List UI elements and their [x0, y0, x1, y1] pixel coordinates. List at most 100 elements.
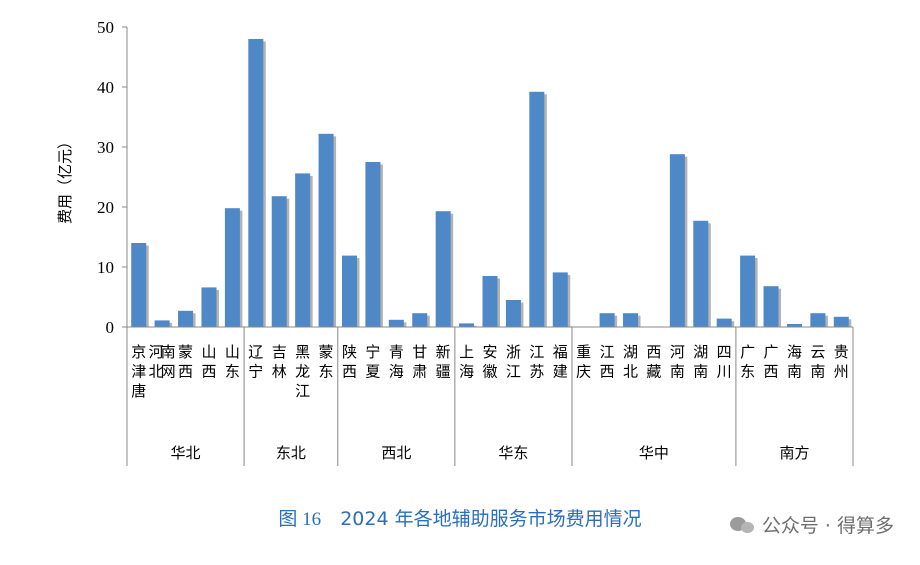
category-label: 海 [787, 343, 802, 361]
category-label: 浙 [506, 343, 521, 361]
bar [341, 255, 357, 327]
category-label: 贵 [834, 343, 849, 361]
category-label: 福 [553, 343, 568, 361]
category-label: 京 [131, 343, 146, 361]
category-label: 吉 [272, 343, 287, 361]
category-label: 西 [178, 363, 193, 381]
category-label: 辽 [248, 343, 263, 361]
bar [833, 316, 849, 327]
category-label: 四 [717, 343, 732, 361]
category-label: 津 [131, 363, 146, 381]
category-label: 陕 [342, 343, 357, 361]
category-label: 西 [342, 363, 357, 381]
category-label: 重 [576, 343, 591, 361]
bar [552, 272, 568, 327]
bar [154, 320, 170, 327]
category-label: 东 [740, 363, 755, 381]
category-label: 安 [482, 343, 497, 361]
category-label: 网 [161, 363, 176, 381]
bar [810, 313, 826, 327]
category-label: 宁 [365, 343, 380, 361]
category-label: 南 [787, 363, 802, 381]
category-label: 河 [149, 343, 164, 361]
bar [248, 39, 264, 327]
category-label: 湖 [693, 343, 708, 361]
group-label: 华北 [171, 444, 201, 462]
y-tick-label: 40 [97, 78, 114, 97]
category-label: 湖 [623, 343, 638, 361]
bar [693, 220, 709, 327]
group-label: 华东 [498, 444, 528, 462]
category-label: 广 [740, 343, 755, 361]
category-label: 西 [646, 343, 661, 361]
bar [388, 319, 404, 327]
wechat-icon [729, 515, 756, 535]
bar [295, 173, 311, 327]
category-label: 林 [272, 363, 287, 381]
category-label: 庆 [576, 363, 591, 381]
group-label: 西北 [381, 444, 411, 462]
bar [412, 313, 428, 327]
bar [435, 211, 451, 327]
bar [669, 154, 685, 327]
category-label: 上 [459, 343, 474, 361]
category-label: 江 [295, 382, 310, 400]
bar [224, 208, 240, 327]
y-tick-label: 10 [97, 258, 114, 277]
group-label: 东北 [276, 444, 306, 462]
bar-chart: 01020304050费用（亿元）京津唐河北南网蒙西山西山东辽宁吉林黑龙江蒙东陕… [56, 18, 854, 466]
watermark-text: 公众号 · 得算多 [761, 515, 894, 537]
y-tick-label: 20 [97, 198, 114, 217]
category-label: 青 [389, 343, 404, 361]
y-tick-label: 0 [106, 318, 115, 337]
bar [740, 255, 756, 327]
category-label: 蒙 [319, 343, 334, 361]
figure-title: 2024 年各地辅助服务市场费用情况 [340, 508, 642, 530]
category-label: 宁 [248, 363, 263, 381]
category-label: 广 [764, 343, 779, 361]
category-label: 北 [623, 363, 638, 381]
category-label: 江 [600, 343, 615, 361]
y-axis-title: 费用（亿元） [56, 134, 74, 224]
group-label: 华中 [639, 444, 669, 462]
bar [716, 318, 732, 327]
category-label: 海 [459, 363, 474, 381]
category-label: 云 [810, 343, 825, 361]
category-label: 东 [319, 363, 334, 381]
category-label: 黑 [295, 343, 310, 361]
bar [505, 300, 521, 327]
category-label: 唐 [131, 382, 146, 400]
category-label: 江 [529, 343, 544, 361]
category-label: 西 [600, 363, 615, 381]
category-label: 州 [834, 363, 849, 381]
bar [599, 313, 615, 327]
figure-number: 图 16 [278, 509, 322, 530]
category-label: 新 [436, 343, 451, 361]
category-label: 肃 [412, 363, 427, 381]
category-label: 疆 [436, 363, 451, 381]
category-label: 夏 [365, 363, 380, 381]
category-label: 建 [553, 363, 568, 381]
category-label: 蒙 [178, 343, 193, 361]
category-label: 河 [670, 343, 685, 361]
figure-caption: 图 16 2024 年各地辅助服务市场费用情况 [0, 504, 920, 531]
category-label: 甘 [412, 343, 427, 361]
category-label: 山 [201, 343, 216, 361]
y-tick-label: 50 [97, 18, 114, 37]
bar [178, 310, 194, 327]
bar [131, 243, 147, 327]
category-label: 南 [810, 363, 825, 381]
category-label: 龙 [295, 363, 310, 381]
category-label: 川 [717, 363, 732, 381]
category-label: 南 [670, 363, 685, 381]
bar [786, 324, 802, 327]
group-label: 南方 [779, 444, 809, 462]
bar [459, 323, 475, 327]
bar [529, 91, 545, 327]
category-label: 东 [225, 363, 240, 381]
bar [271, 196, 287, 327]
category-label: 西 [201, 363, 216, 381]
bar [623, 313, 639, 327]
bar [482, 276, 498, 327]
bar [763, 286, 779, 327]
